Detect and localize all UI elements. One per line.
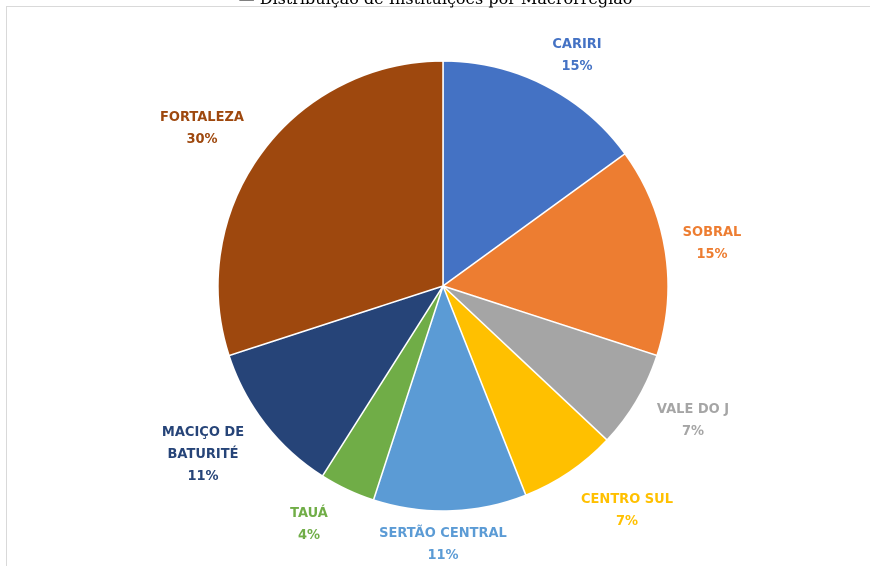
slice-label-group: CENTRO SUL 7% <box>581 492 673 529</box>
slice-label-group: VALE DO J 7% <box>657 402 729 439</box>
pie-slice-cariri <box>442 60 627 288</box>
slice-label-group: MACIÇO DE BATURITÉ 11% <box>162 425 244 484</box>
slice-label-group: SERTÃO CENTRAL 11% <box>379 525 507 562</box>
pie-slice-maci-o-de-baturit- <box>228 284 445 478</box>
slice-percent-label: 30% <box>186 132 217 147</box>
slice-label-group: SOBRAL 15% <box>683 225 742 262</box>
slice-percent-label: 11% <box>427 548 458 562</box>
slice-label-group: CARIRI 15% <box>552 37 601 74</box>
slice-category-label: BATURITÉ <box>168 446 239 462</box>
pie-slice-sert-o-central <box>372 283 527 512</box>
slice-label-group: TAUÁ 4% <box>290 505 328 543</box>
slice-category-label: CENTRO SUL <box>581 492 673 507</box>
slice-category-label: SERTÃO CENTRAL <box>379 525 507 541</box>
chart-frame <box>6 6 870 566</box>
pie-slice-sobral <box>441 152 669 357</box>
slice-percent-label: 7% <box>616 514 638 529</box>
slice-category-label: VALE DO J <box>657 402 729 417</box>
slice-percent-label: 15% <box>696 247 727 262</box>
slice-category-label: CARIRI <box>552 37 601 52</box>
slice-percent-label: 15% <box>561 59 592 74</box>
slice-percent-label: 11% <box>187 469 218 484</box>
slice-label-group: FORTALEZA 30% <box>160 110 244 147</box>
slice-category-label: MACIÇO DE <box>162 425 244 440</box>
slice-category-label: FORTALEZA <box>160 110 244 125</box>
slice-category-label: SOBRAL <box>683 225 742 240</box>
pie-slice-fortaleza <box>217 60 444 357</box>
slice-percent-label: 4% <box>298 528 320 543</box>
slice-percent-label: 7% <box>682 424 704 439</box>
chart-title: — Distribuição de Instituições por Macro… <box>0 0 871 8</box>
slice-category-label: TAUÁ <box>290 505 328 521</box>
